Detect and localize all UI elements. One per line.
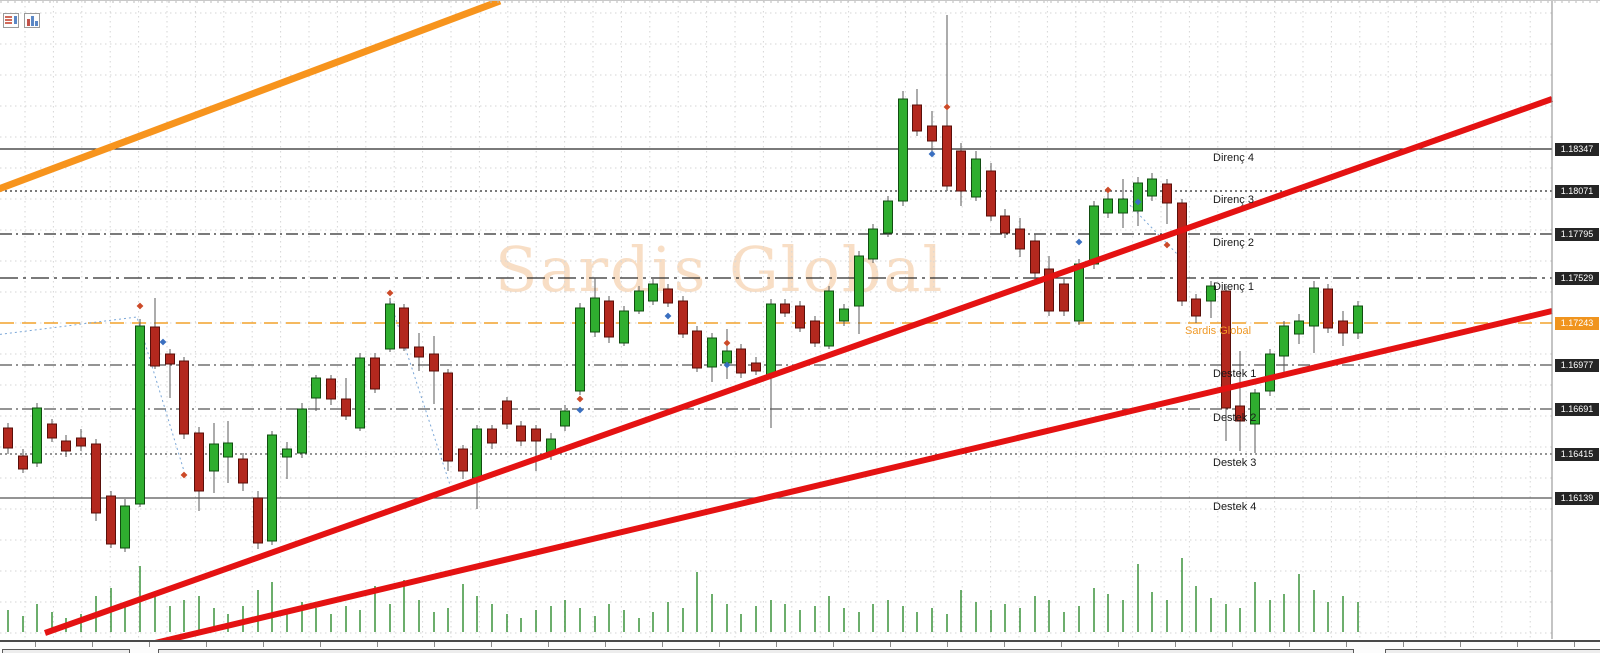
price-axis-label: 1.17529 — [1555, 272, 1599, 285]
level-label-direnc-4: Direnç 4 — [1213, 152, 1254, 164]
price-axis-label: 1.16139 — [1555, 492, 1599, 505]
level-label-direnc-2: Direnç 2 — [1213, 237, 1254, 249]
time-axis-tick — [776, 642, 777, 647]
time-axis-tick — [1061, 642, 1062, 647]
time-axis-tick — [263, 642, 264, 647]
time-axis-tick — [1574, 642, 1575, 647]
price-axis-label: 1.16977 — [1555, 359, 1599, 372]
time-axis-tick — [1460, 642, 1461, 647]
bottom-panel-box — [1385, 649, 1600, 653]
time-axis-tick — [833, 642, 834, 647]
time-axis-tick — [719, 642, 720, 647]
price-axis-label: 1.18071 — [1555, 185, 1599, 198]
level-label-destek-4: Destek 4 — [1213, 501, 1257, 513]
time-axis-tick — [548, 642, 549, 647]
time-axis-tick — [206, 642, 207, 647]
price-axis-label: 1.17795 — [1555, 228, 1599, 241]
time-axis-tick — [1004, 642, 1005, 647]
time-axis-tick — [890, 642, 891, 647]
time-axis-tick — [1175, 642, 1176, 647]
time-axis-tick — [92, 642, 93, 647]
level-label-destek-1: Destek 1 — [1213, 368, 1257, 380]
time-axis-tick — [149, 642, 150, 647]
time-axis-tick — [1403, 642, 1404, 647]
chart-type-icon[interactable] — [24, 13, 40, 28]
watermark-text: Sardis Global — [495, 233, 945, 306]
accounts-list-icon[interactable] — [3, 13, 19, 28]
current-price-label: 1.17243 — [1555, 317, 1599, 330]
price-axis-label: 1.16415 — [1555, 448, 1599, 461]
time-axis-tick — [605, 642, 606, 647]
bottom-panel-box — [2, 649, 130, 653]
price-axis-label: 1.18347 — [1555, 143, 1599, 156]
time-axis-tick — [434, 642, 435, 647]
time-axis-tick — [491, 642, 492, 647]
chart-toolbar — [3, 13, 40, 28]
time-axis-tick — [320, 642, 321, 647]
time-axis-tick — [1118, 642, 1119, 647]
time-axis-tick — [947, 642, 948, 647]
current-price-line-label: Sardis Global — [1185, 325, 1252, 337]
time-axis-tick — [1346, 642, 1347, 647]
level-label-direnc-1: Direnç 1 — [1213, 281, 1254, 293]
level-label-destek-2: Destek 2 — [1213, 412, 1257, 424]
time-axis-tick — [35, 642, 36, 647]
time-axis-tick — [377, 642, 378, 647]
level-label-destek-3: Destek 3 — [1213, 457, 1257, 469]
time-axis-tick — [1517, 642, 1518, 647]
time-axis-tick — [662, 642, 663, 647]
price-axis-label: 1.16691 — [1555, 403, 1599, 416]
time-axis[interactable] — [0, 640, 1600, 653]
bottom-panel-box — [158, 649, 1354, 653]
time-axis-tick — [1232, 642, 1233, 647]
level-label-direnc-3: Direnç 3 — [1213, 194, 1254, 206]
time-axis-tick — [1289, 642, 1290, 647]
